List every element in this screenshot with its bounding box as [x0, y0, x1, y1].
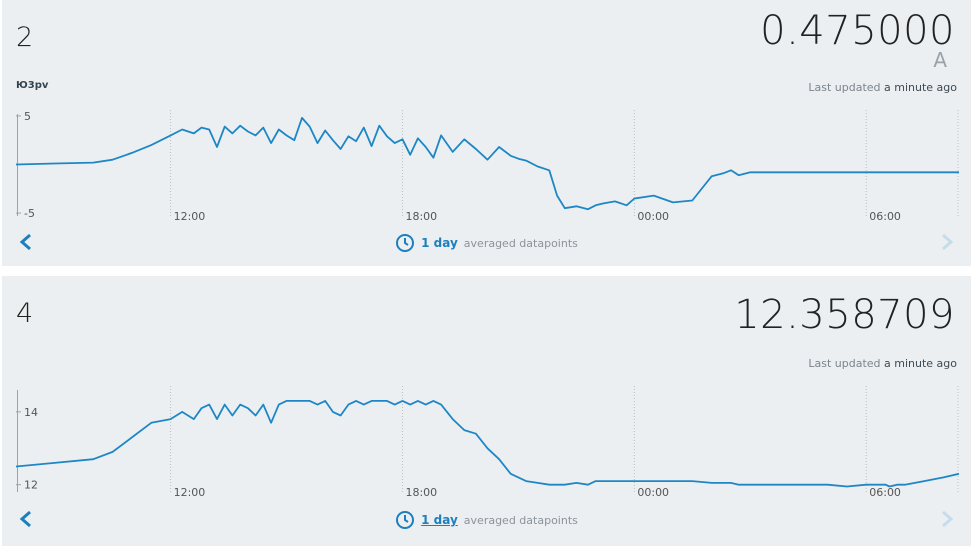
last-updated-ago: a minute ago	[884, 357, 957, 370]
range-description: averaged datapoints	[463, 236, 578, 250]
value-unit: A	[933, 48, 947, 72]
line-chart: 12:00 18:00 00:00 06:00 5 -5	[16, 110, 959, 225]
chart-svg: 12:00 18:00 00:00 06:00 14 12	[16, 386, 959, 499]
range-bar: 1 day averaged datapoints	[2, 510, 971, 533]
y-tick-label: 14	[24, 406, 38, 419]
range-bar: 1 day averaged datapoints	[2, 233, 971, 256]
panel-title: 2	[16, 22, 34, 53]
range-selector-link[interactable]: 1 day	[421, 236, 458, 250]
previous-range-button[interactable]	[16, 509, 36, 529]
panel-title: 4	[16, 298, 34, 329]
panel-subtitle: Ю3pv	[16, 80, 49, 91]
x-tick-label: 00:00	[637, 486, 669, 499]
widget-panel-2: 4 12.358709 Last updated a minute ago 12…	[2, 276, 971, 546]
last-updated-ago: a minute ago	[884, 81, 957, 94]
current-value: 12.358709	[734, 292, 955, 338]
chart-svg: 12:00 18:00 00:00 06:00 5 -5	[16, 110, 959, 223]
current-value: 0.475000	[760, 8, 955, 54]
series-line	[16, 117, 959, 211]
last-updated-prefix: Last updated	[808, 357, 881, 370]
x-tick-label: 18:00	[405, 210, 437, 223]
chevron-right-icon	[942, 233, 954, 251]
line-chart: 12:00 18:00 00:00 06:00 14 12	[16, 386, 959, 501]
y-tick-label: 12	[24, 479, 38, 492]
next-range-button[interactable]	[937, 509, 957, 529]
x-tick-label: 12:00	[174, 210, 206, 223]
series-line	[16, 399, 959, 488]
y-tick-label: 5	[24, 110, 31, 123]
range-description: averaged datapoints	[463, 513, 578, 527]
clock-icon	[396, 234, 415, 252]
chevron-left-icon	[19, 233, 31, 251]
next-range-button[interactable]	[937, 232, 957, 252]
x-tick-label: 18:00	[405, 486, 437, 499]
range-selector-link[interactable]: 1 day	[421, 513, 458, 527]
y-tick-label: -5	[24, 207, 35, 220]
x-tick-label: 06:00	[869, 210, 901, 223]
x-tick-label: 12:00	[174, 486, 206, 499]
last-updated: Last updated a minute ago	[808, 81, 957, 94]
last-updated-prefix: Last updated	[808, 81, 881, 94]
previous-range-button[interactable]	[16, 232, 36, 252]
x-tick-label: 06:00	[869, 486, 901, 499]
x-tick-label: 00:00	[637, 210, 669, 223]
clock-icon	[396, 511, 415, 529]
chevron-right-icon	[942, 510, 954, 528]
chevron-left-icon	[19, 510, 31, 528]
widget-panel-1: 2 0.475000 A Ю3pv Last updated a minute …	[2, 0, 971, 266]
last-updated: Last updated a minute ago	[808, 357, 957, 370]
